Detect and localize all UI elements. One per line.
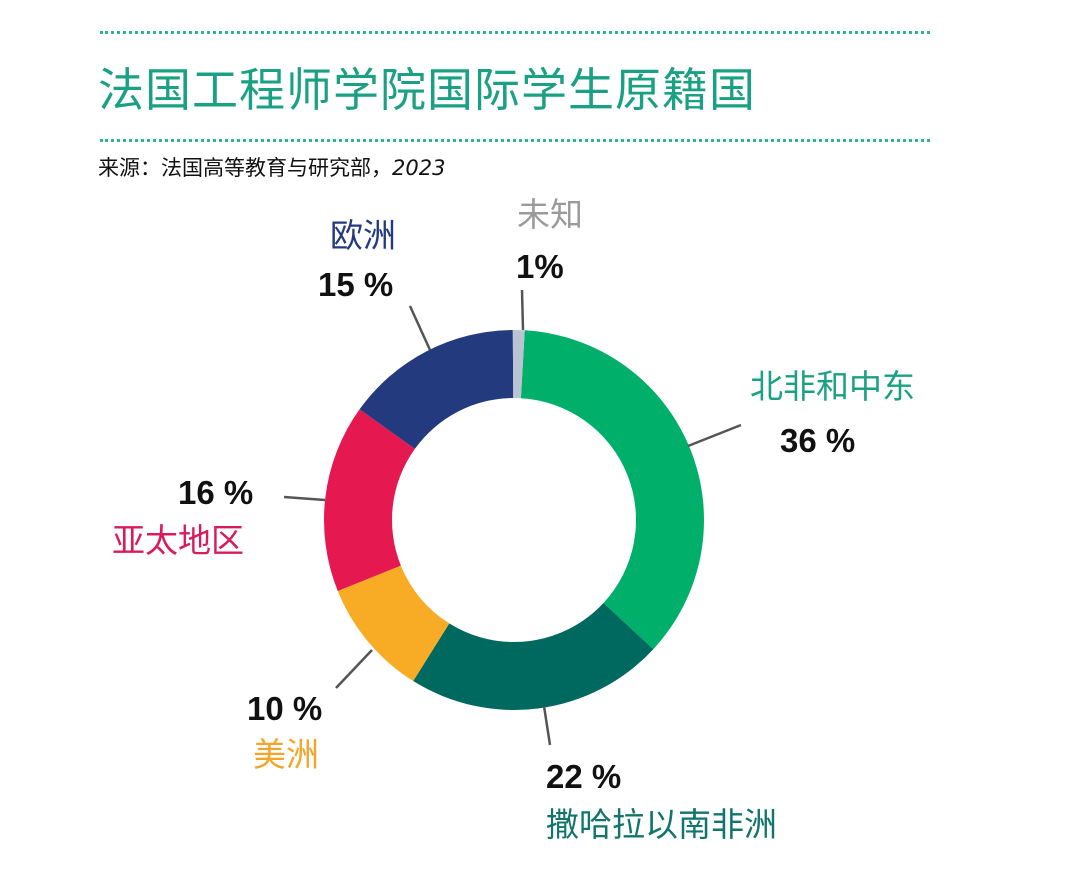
value-europe: 15 % — [318, 266, 394, 303]
slice-3 — [337, 565, 450, 682]
slice-4 — [324, 409, 415, 592]
value-americas: 10 % — [247, 690, 323, 727]
slice-5 — [359, 330, 514, 449]
source-note: 来源：法国高等教育与研究部，2023 — [98, 156, 446, 180]
label-unknown: 未知 — [517, 195, 583, 234]
leader-line-mena — [687, 423, 742, 448]
label-mena: 北非和中东 — [750, 367, 915, 406]
value-mena: 36 % — [780, 422, 856, 459]
leader-line-americas — [335, 649, 373, 689]
slice-6 — [512, 330, 525, 399]
value-asia-pacific: 16 % — [178, 474, 254, 511]
leader-line-ssa — [542, 705, 552, 746]
chart-title: 法国工程师学院国际学生原籍国 — [98, 63, 756, 117]
label-ssa: 撒哈拉以南非洲 — [546, 805, 777, 844]
divider-middle — [100, 139, 930, 142]
label-asia-pacific: 亚太地区 — [112, 521, 244, 560]
slice-1 — [520, 330, 705, 650]
leader-line-europe — [408, 305, 432, 351]
slice-2 — [413, 602, 654, 710]
leader-line-unknown — [520, 289, 525, 331]
value-ssa: 22 % — [546, 758, 622, 795]
value-unknown: 1% — [516, 248, 564, 285]
label-europe: 欧洲 — [330, 216, 396, 255]
leader-line-asia-pacific — [283, 495, 326, 502]
label-americas: 美洲 — [253, 735, 319, 774]
divider-top — [100, 31, 930, 34]
